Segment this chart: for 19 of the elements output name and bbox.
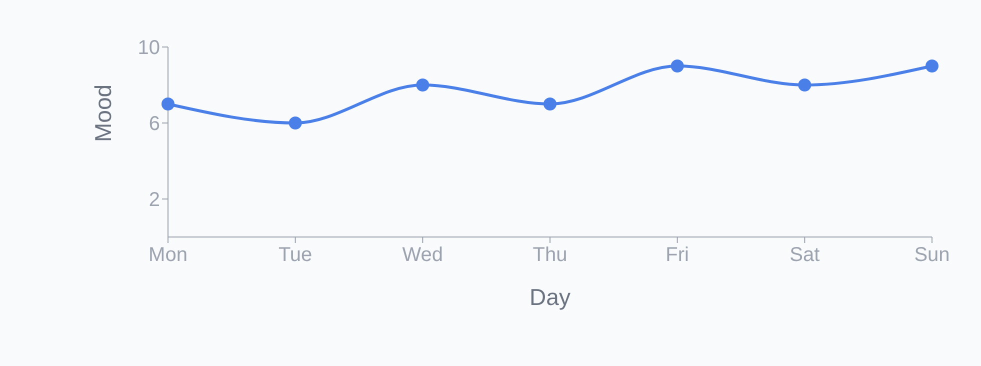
x-axis-title: Day — [530, 284, 571, 310]
y-axis-title: Mood — [90, 84, 116, 142]
point — [288, 116, 302, 130]
x-tick-label: Fri — [666, 244, 689, 266]
point — [162, 98, 174, 110]
point — [926, 60, 938, 72]
point — [544, 98, 556, 110]
y-tick-label: 6 — [148, 113, 160, 136]
point — [798, 78, 812, 92]
x-tick-label: Sun — [914, 244, 950, 266]
x-tick-label: Wed — [402, 244, 444, 266]
y-tick-label: 2 — [148, 189, 160, 212]
x-tick-label: Tue — [278, 244, 312, 266]
point — [670, 60, 684, 72]
x-tick-label: Thu — [532, 244, 568, 266]
x-tick-label: Mon — [148, 244, 188, 266]
x-tick-label: Sat — [790, 244, 820, 266]
point — [416, 78, 430, 92]
y-tick-label: 10 — [138, 37, 160, 60]
